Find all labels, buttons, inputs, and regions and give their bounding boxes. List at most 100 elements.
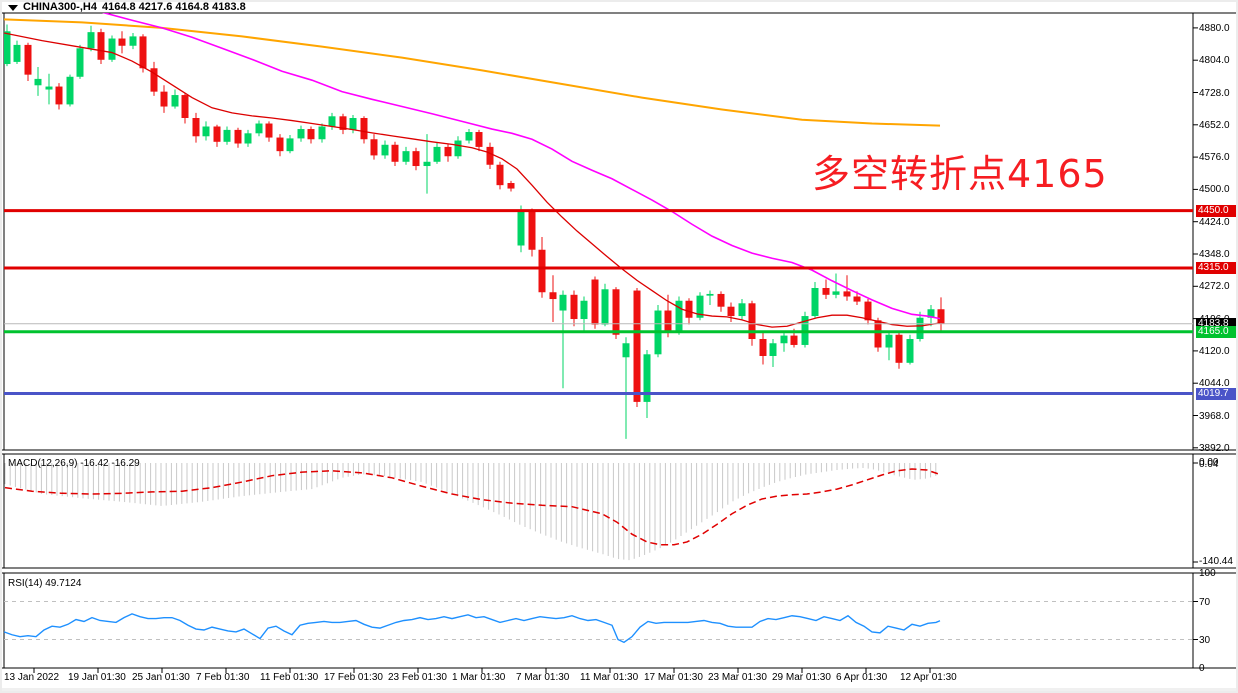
- candle: [780, 330, 788, 352]
- candle: [549, 275, 557, 322]
- macd-histogram: [4, 463, 937, 561]
- candle: [937, 297, 945, 331]
- candle: [601, 283, 609, 327]
- candle: [906, 334, 914, 365]
- candle: [559, 290, 567, 389]
- candle: [13, 40, 21, 65]
- candle: [234, 127, 242, 148]
- candle: [696, 292, 704, 321]
- symbol-dropdown-icon[interactable]: [8, 4, 18, 11]
- price-tick-label: 4880.0: [1199, 22, 1230, 34]
- candle: [87, 25, 95, 52]
- candle: [24, 42, 32, 82]
- candle: [4, 24, 11, 67]
- price-tick-label: 4424.0: [1199, 216, 1230, 228]
- ohlc-values: 4164.8 4217.6 4164.8 4183.8: [101, 1, 246, 13]
- candle: [916, 311, 924, 342]
- time-axis-label: 13 Jan 2022: [4, 672, 60, 683]
- main-pane: [4, 13, 1193, 439]
- rsi-indicator-label: RSI(14) 49.7124: [8, 578, 82, 589]
- candle: [486, 142, 494, 169]
- chart-title-bar: CHINA300-,H4 4164.8 4217.6 4164.8 4183.8: [8, 1, 246, 13]
- time-axis-label: 7 Mar 01:30: [516, 672, 570, 683]
- candle: [55, 83, 63, 110]
- candle: [118, 31, 126, 54]
- candle: [276, 134, 284, 157]
- time-axis-label: 17 Mar 01:30: [644, 672, 703, 683]
- time-axis-label: 23 Feb 01:30: [388, 672, 447, 683]
- candle: [528, 208, 536, 257]
- candle: [76, 44, 84, 79]
- time-axis-label: 25 Jan 01:30: [132, 672, 190, 683]
- price-badge-4450.0: 4450.0: [1196, 204, 1236, 217]
- time-axis-label: 17 Feb 01:30: [324, 672, 383, 683]
- time-axis-label: 29 Mar 01:30: [772, 672, 831, 683]
- candle: [811, 282, 819, 318]
- time-axis-label: 11 Mar 01:30: [580, 672, 639, 683]
- candle: [108, 35, 116, 62]
- candle: [265, 121, 273, 142]
- candle: [643, 350, 651, 419]
- candle: [181, 92, 189, 124]
- candle: [633, 288, 641, 407]
- rsi-axis-label: 30: [1199, 634, 1211, 646]
- pane-borders: [2, 12, 1236, 669]
- candle: [171, 89, 179, 109]
- candle: [34, 67, 42, 96]
- time-axis-label: 19 Jan 01:30: [68, 672, 126, 683]
- candle: [475, 129, 483, 152]
- candle: [255, 120, 263, 137]
- candle: [45, 73, 53, 105]
- candle: [129, 33, 137, 50]
- price-tick-label: 4500.0: [1199, 184, 1230, 196]
- price-tick-label: 4348.0: [1199, 249, 1230, 260]
- candle: [223, 126, 231, 145]
- candle: [717, 291, 725, 312]
- price-badge-4165.0: 4165.0: [1196, 325, 1236, 338]
- rsi-line: [3, 613, 941, 644]
- candle: [727, 302, 735, 322]
- candle: [433, 142, 441, 164]
- candle: [423, 134, 431, 194]
- price-tick-label: 4272.0: [1199, 281, 1230, 293]
- candle: [150, 61, 158, 96]
- price-badge-4019.7: 4019.7: [1196, 387, 1236, 400]
- candle: [318, 123, 326, 143]
- candles-layer: [4, 24, 945, 439]
- candle: [591, 276, 599, 329]
- ma-fast-line: [4, 32, 941, 328]
- axis-ticks: [33, 27, 1198, 673]
- rsi-axis-label: 70: [1199, 596, 1211, 608]
- candle: [97, 28, 105, 65]
- rsi-axis-label: 100: [1199, 568, 1216, 579]
- candle: [675, 296, 683, 335]
- candle: [507, 180, 515, 192]
- candle: [927, 305, 935, 327]
- price-tick-label: 3892.0: [1199, 442, 1230, 454]
- candle: [822, 279, 830, 300]
- candle: [192, 112, 200, 143]
- candle: [381, 140, 389, 159]
- candle: [202, 121, 210, 141]
- candle: [213, 124, 221, 147]
- price-tick-label: 4044.0: [1199, 378, 1230, 390]
- macd-indicator-label: MACD(12,26,9) -16.42 -16.29: [8, 458, 140, 469]
- candle: [517, 205, 525, 253]
- price-tick-label: 4728.0: [1199, 87, 1230, 99]
- candle: [297, 125, 305, 142]
- candle: [286, 135, 294, 154]
- candle: [339, 113, 347, 135]
- candle: [160, 85, 168, 113]
- time-axis-label: 7 Feb 01:30: [196, 672, 250, 683]
- annotation-text[interactable]: 多空转折点4165: [812, 152, 1108, 196]
- rsi-axis-label: 0: [1199, 663, 1205, 674]
- candle: [139, 34, 147, 73]
- bottom-strip: [2, 688, 1236, 691]
- macd-axis-alt-label: 0.04: [1199, 459, 1219, 470]
- price-tick-label: 3968.0: [1199, 410, 1230, 422]
- time-axis-label: 6 Apr 01:30: [836, 672, 888, 683]
- candle: [307, 126, 315, 144]
- macd-axis-zero-label: 0.00: [1199, 457, 1219, 468]
